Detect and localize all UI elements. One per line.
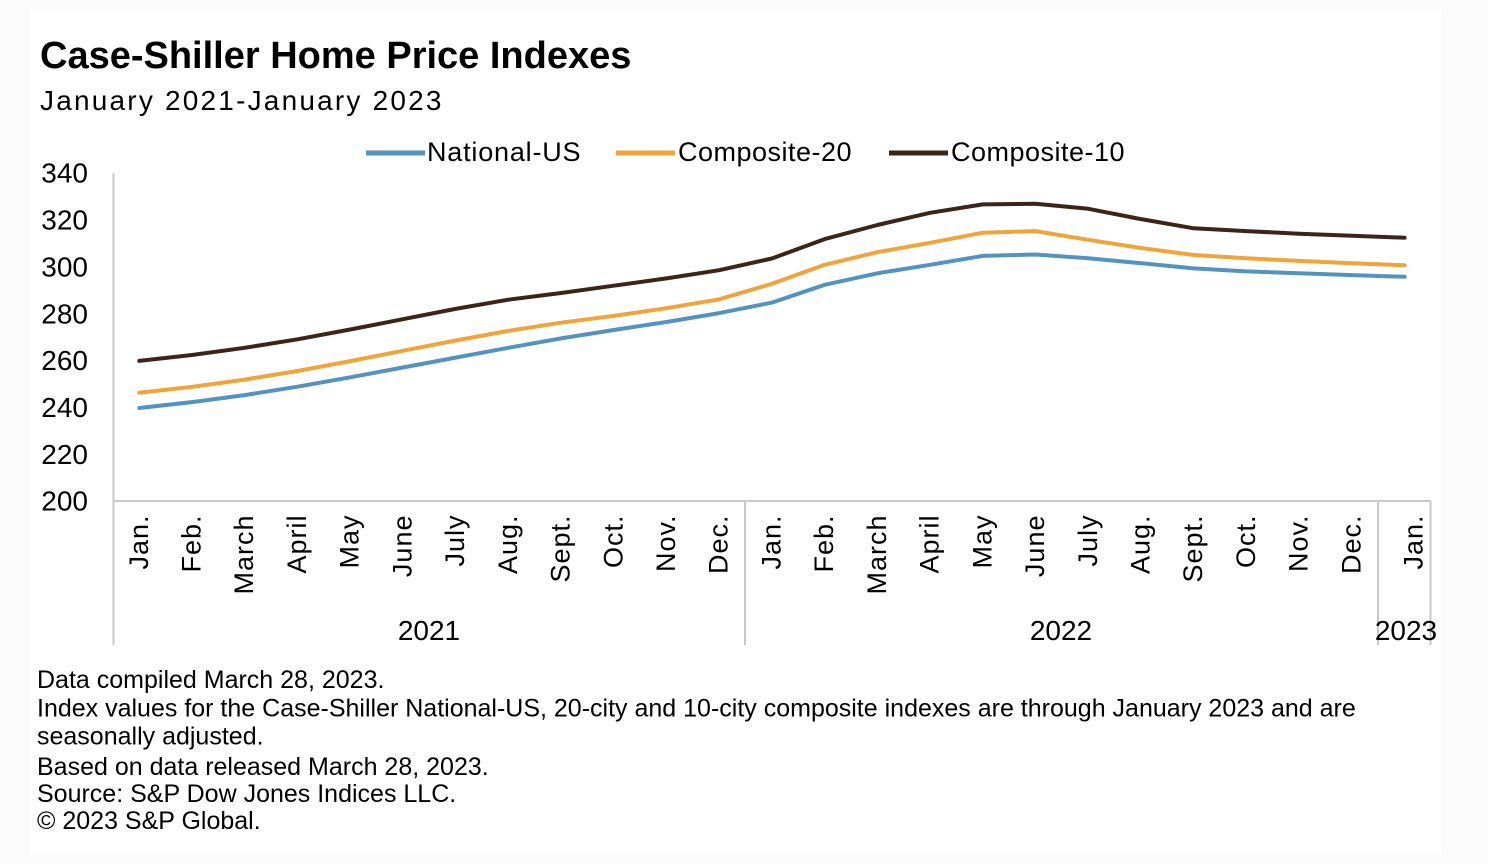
svg-text:Dec.: Dec. bbox=[1336, 515, 1366, 575]
svg-text:March: March bbox=[229, 515, 259, 595]
svg-text:300: 300 bbox=[41, 251, 88, 282]
svg-text:April: April bbox=[915, 515, 945, 574]
svg-text:June: June bbox=[1020, 515, 1050, 578]
svg-text:May: May bbox=[967, 515, 997, 569]
svg-text:July: July bbox=[440, 515, 470, 567]
svg-text:seasonally adjusted.: seasonally adjusted. bbox=[37, 723, 264, 751]
svg-text:Dec.: Dec. bbox=[704, 515, 734, 575]
svg-text:Feb.: Feb. bbox=[177, 515, 207, 573]
svg-text:Jan.: Jan. bbox=[1399, 515, 1429, 570]
svg-text:March: March bbox=[862, 515, 892, 595]
svg-text:Source: S&P Dow Jones Indices: Source: S&P Dow Jones Indices LLC. bbox=[37, 780, 456, 808]
svg-text:Data compiled March 28, 2023.: Data compiled March 28, 2023. bbox=[37, 666, 384, 694]
svg-text:Oct.: Oct. bbox=[1231, 515, 1261, 569]
svg-text:© 2023 S&P Global.: © 2023 S&P Global. bbox=[37, 807, 261, 835]
svg-text:220: 220 bbox=[41, 439, 88, 470]
svg-text:Nov.: Nov. bbox=[651, 515, 681, 573]
svg-text:Sept.: Sept. bbox=[546, 515, 576, 583]
svg-text:Jan.: Jan. bbox=[756, 515, 786, 570]
svg-text:May: May bbox=[335, 515, 365, 569]
svg-text:240: 240 bbox=[41, 392, 88, 423]
svg-text:Sept.: Sept. bbox=[1178, 515, 1208, 583]
svg-text:340: 340 bbox=[41, 158, 88, 189]
svg-text:Aug.: Aug. bbox=[1126, 515, 1156, 575]
svg-text:260: 260 bbox=[41, 345, 88, 376]
svg-text:Nov.: Nov. bbox=[1284, 515, 1314, 573]
svg-text:April: April bbox=[282, 515, 312, 574]
svg-text:Oct.: Oct. bbox=[598, 515, 628, 569]
svg-text:July: July bbox=[1073, 515, 1103, 567]
svg-text:Case-Shiller Home Price Indexe: Case-Shiller Home Price Indexes bbox=[40, 35, 631, 77]
svg-text:320: 320 bbox=[41, 205, 88, 236]
svg-text:June: June bbox=[387, 515, 417, 578]
svg-text:Jan.: Jan. bbox=[124, 515, 154, 570]
svg-text:Feb.: Feb. bbox=[809, 515, 839, 573]
svg-text:280: 280 bbox=[41, 298, 88, 329]
svg-text:Aug.: Aug. bbox=[493, 515, 523, 575]
svg-text:Composite-20: Composite-20 bbox=[678, 137, 852, 167]
svg-text:200: 200 bbox=[41, 486, 88, 517]
svg-text:National-US: National-US bbox=[427, 137, 581, 167]
svg-text:2023: 2023 bbox=[1375, 615, 1437, 646]
svg-text:Based on data released March 2: Based on data released March 28, 2023. bbox=[37, 753, 489, 781]
svg-text:Composite-10: Composite-10 bbox=[951, 137, 1125, 167]
svg-text:Index values for the Case-Shil: Index values for the Case-Shiller Nation… bbox=[37, 695, 1356, 723]
svg-text:2021: 2021 bbox=[398, 615, 460, 646]
svg-text:January 2021-January 2023: January 2021-January 2023 bbox=[40, 85, 444, 116]
svg-text:2022: 2022 bbox=[1030, 615, 1092, 646]
